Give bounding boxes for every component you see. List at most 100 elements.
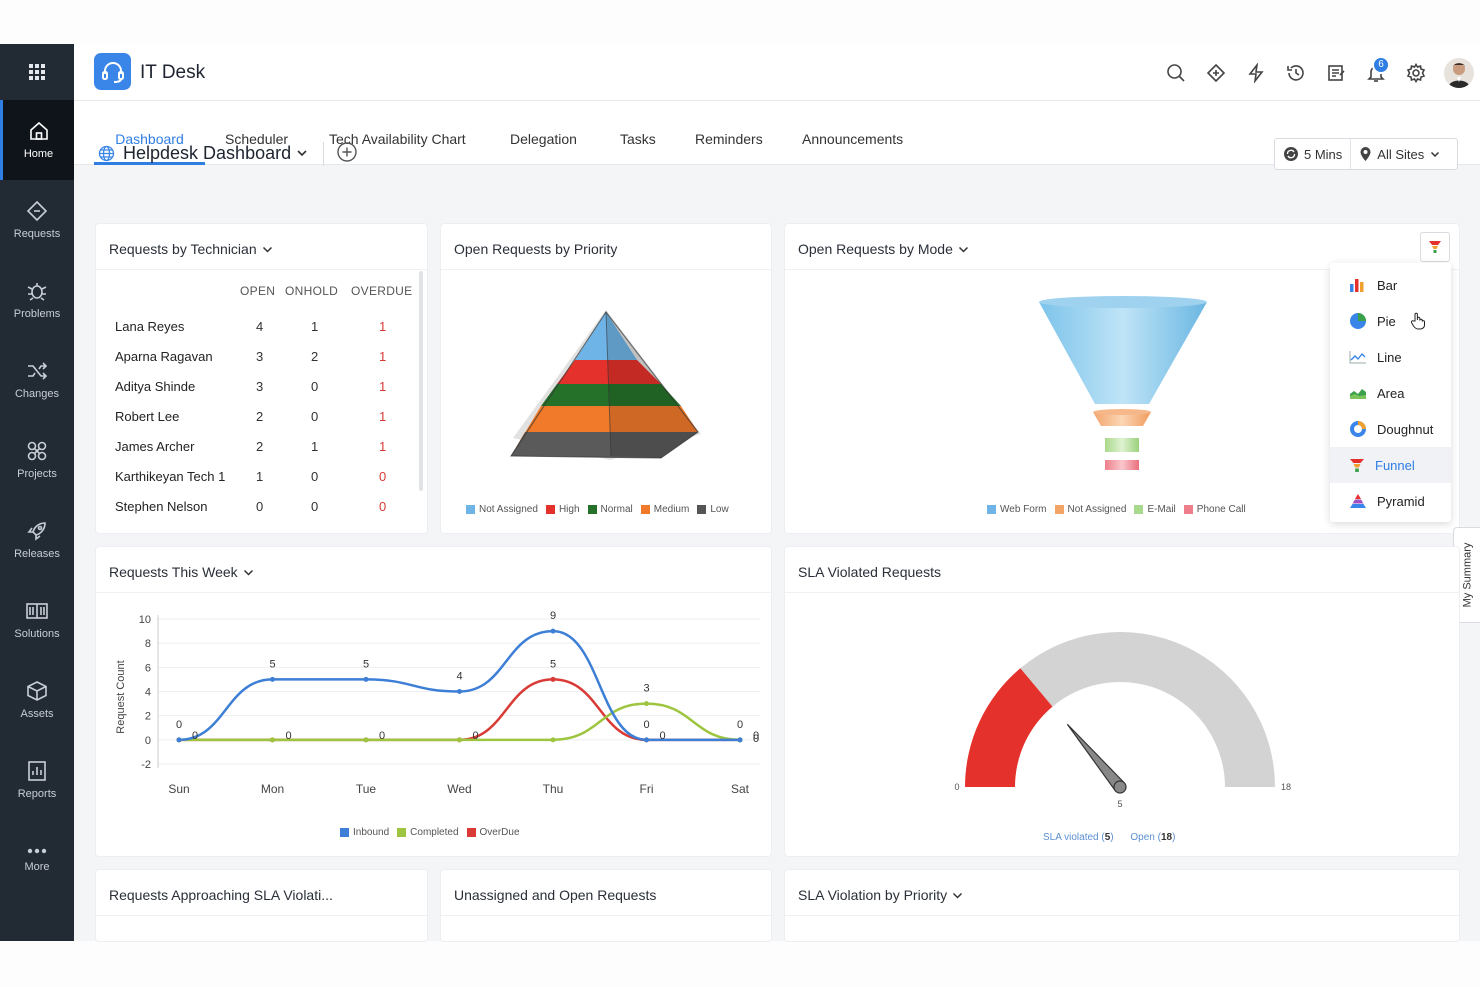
legend-item[interactable]: Not Assigned xyxy=(1054,504,1126,515)
tab-delegation[interactable]: Delegation xyxy=(510,131,577,147)
cell-name[interactable]: James Archer xyxy=(115,439,195,454)
cell-name[interactable]: Aditya Shinde xyxy=(115,379,196,394)
menu-item-line[interactable]: Line xyxy=(1330,339,1451,375)
gauge-band-open[interactable] xyxy=(1020,632,1275,787)
cell-open: 0 xyxy=(256,499,264,514)
sidebar-item-projects[interactable]: Projects xyxy=(0,420,74,500)
legend-item[interactable]: OverDue xyxy=(466,827,520,838)
user-avatar[interactable] xyxy=(1444,57,1474,88)
menu-item-area[interactable]: Area xyxy=(1330,375,1451,411)
legend-item[interactable]: E-Mail xyxy=(1134,504,1176,515)
legend-sla-violated[interactable]: SLA violated xyxy=(1043,832,1099,843)
data-point[interactable] xyxy=(270,737,275,743)
history-button[interactable] xyxy=(1276,53,1316,93)
cell-name[interactable]: Lana Reyes xyxy=(115,319,185,334)
tab-tasks[interactable]: Tasks xyxy=(620,131,656,147)
legend-item[interactable]: Completed xyxy=(397,827,459,838)
site-selector[interactable]: All Sites xyxy=(1350,139,1448,169)
legend-item[interactable]: Web Form xyxy=(987,504,1047,515)
legend-item[interactable]: Phone Call xyxy=(1183,504,1246,515)
tag-add-icon xyxy=(1206,63,1226,82)
legend-item[interactable]: Low xyxy=(697,504,729,515)
tab-reminders[interactable]: Reminders xyxy=(695,131,763,147)
sidebar-item-solutions[interactable]: Solutions xyxy=(0,580,74,660)
cell-name[interactable]: Aparna Ragavan xyxy=(115,349,213,364)
series-line-inbound[interactable] xyxy=(178,629,740,742)
table-row[interactable]: Aditya Shinde 3 0 1 xyxy=(96,372,416,402)
legend-item[interactable]: Not Assigned xyxy=(466,504,538,515)
menu-item-pie[interactable]: Pie xyxy=(1330,303,1451,339)
table-row[interactable]: Stephen Nelson 0 0 0 xyxy=(96,492,416,522)
cell-name[interactable]: Karthikeyan Tech 1 xyxy=(115,469,226,484)
notifications-button[interactable]: 6 xyxy=(1356,53,1396,93)
tab-tech-availability-chart[interactable]: Tech Availability Chart xyxy=(329,131,466,147)
legend-item[interactable]: Normal xyxy=(587,504,633,515)
data-point[interactable] xyxy=(737,737,743,743)
funnel-segment-web-form xyxy=(1039,296,1207,404)
legend-item[interactable]: High xyxy=(545,504,580,515)
area-chart-icon xyxy=(1350,389,1366,399)
sidebar-item-reports[interactable]: Reports xyxy=(0,740,74,820)
dashboard-selector[interactable]: Helpdesk Dashboard xyxy=(98,141,308,165)
card-title-dropdown[interactable]: SLA Violation by Priority xyxy=(798,887,963,903)
search-button[interactable] xyxy=(1156,53,1196,93)
table-row[interactable]: Karthikeyan Tech 1 1 0 0 xyxy=(96,462,416,492)
sidebar-item-requests[interactable]: Requests xyxy=(0,180,74,260)
tab-dashboard[interactable]: Dashboard xyxy=(94,101,205,165)
settings-button[interactable] xyxy=(1396,53,1436,93)
app-logo[interactable] xyxy=(94,53,131,90)
column-header-open: OPEN xyxy=(240,284,276,298)
data-point[interactable] xyxy=(176,737,182,743)
chart-type-button[interactable] xyxy=(1420,232,1450,262)
scrollbar[interactable] xyxy=(419,271,423,491)
sidebar-item-assets[interactable]: Assets xyxy=(0,660,74,740)
sidebar-item-home[interactable]: Home xyxy=(0,100,74,180)
data-point[interactable] xyxy=(457,737,462,743)
app-switcher-button[interactable] xyxy=(0,44,74,100)
tab-scheduler[interactable]: Scheduler xyxy=(225,131,289,147)
data-point[interactable] xyxy=(363,676,369,682)
refresh-interval-selector[interactable]: 5 Mins xyxy=(1275,139,1350,169)
data-point[interactable] xyxy=(270,676,275,682)
add-dashboard-button[interactable] xyxy=(336,141,358,163)
legend-item[interactable]: Medium xyxy=(640,504,689,515)
table-row[interactable]: James Archer 2 1 1 xyxy=(96,432,416,462)
cell-name[interactable]: Stephen Nelson xyxy=(115,499,208,514)
legend-item[interactable]: Inbound xyxy=(340,827,389,838)
series-line-completed[interactable] xyxy=(178,702,741,742)
data-point[interactable] xyxy=(550,737,556,743)
card-title-dropdown[interactable]: Open Requests by Mode xyxy=(798,241,969,257)
sidebar-item-releases[interactable]: Releases xyxy=(0,500,74,580)
requests-icon xyxy=(26,200,48,222)
card-title-dropdown[interactable]: Requests This Week xyxy=(109,564,254,580)
data-point[interactable] xyxy=(550,676,556,682)
data-point[interactable] xyxy=(644,701,649,707)
table-row[interactable]: Aparna Ragavan 3 2 1 xyxy=(96,342,416,372)
notes-button[interactable] xyxy=(1316,53,1356,93)
menu-item-pyramid[interactable]: Pyramid xyxy=(1330,483,1451,519)
table-row[interactable]: Lana Reyes 4 1 1 xyxy=(96,312,416,342)
dashboard-filters: 5 Mins All Sites xyxy=(1274,138,1458,170)
cell-overdue: 1 xyxy=(379,319,387,334)
menu-item-bar[interactable]: Bar xyxy=(1330,267,1451,303)
menu-item-funnel[interactable]: Funnel xyxy=(1330,447,1451,483)
data-point[interactable] xyxy=(550,628,556,634)
series-line-overdue[interactable] xyxy=(178,678,740,742)
data-point[interactable] xyxy=(457,689,462,694)
quick-create-button[interactable] xyxy=(1196,53,1236,93)
cell-name[interactable]: Robert Lee xyxy=(115,409,180,424)
gauge-band-violated[interactable] xyxy=(965,668,1053,787)
lightning-icon xyxy=(1248,62,1264,83)
tab-announcements[interactable]: Announcements xyxy=(802,131,904,147)
sidebar-item-problems[interactable]: Problems xyxy=(0,260,74,340)
data-point[interactable] xyxy=(644,737,649,743)
menu-item-doughnut[interactable]: Doughnut xyxy=(1330,411,1451,447)
card-title-dropdown[interactable]: Requests by Technician xyxy=(109,241,273,257)
sidebar-item-changes[interactable]: Changes xyxy=(0,340,74,420)
sidebar-item-more[interactable]: More xyxy=(0,820,74,900)
legend-open[interactable]: Open xyxy=(1130,832,1155,843)
quick-actions-button[interactable] xyxy=(1236,53,1276,93)
funnel-chart-icon xyxy=(1350,459,1364,472)
data-point[interactable] xyxy=(363,737,369,743)
table-row[interactable]: Robert Lee 2 0 1 xyxy=(96,402,416,432)
